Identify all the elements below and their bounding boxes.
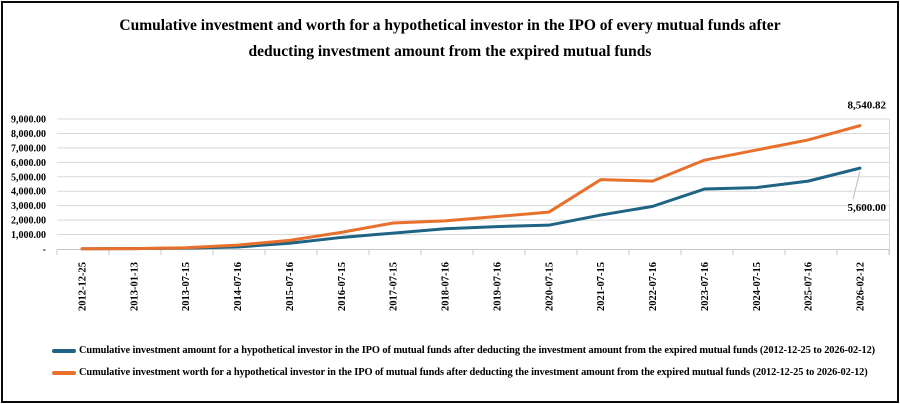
legend-item-worth: Cumulative investment worth for a hypoth…	[52, 367, 875, 378]
x-tick-label: 2023-07-16	[700, 262, 711, 311]
x-tick-label: 2018-07-16	[441, 262, 452, 311]
x-tick-label: 2021-07-15	[596, 262, 607, 311]
x-tick-label: 2022-07-16	[648, 262, 659, 311]
y-tick-label: 9,000.00	[11, 115, 46, 126]
annotation-leader-line	[852, 170, 861, 200]
legend-label-worth: Cumulative investment worth for a hypoth…	[79, 367, 868, 378]
x-tick-label: 2026-02-12	[856, 262, 867, 311]
y-tick-label: 2,000.00	[11, 216, 46, 227]
x-tick-label: 2020-07-15	[544, 262, 555, 311]
y-tick-label: 5,000.00	[11, 172, 46, 183]
chart-title-line1: Cumulative investment and worth for a hy…	[119, 17, 781, 34]
legend-label-investment: Cumulative investment amount for a hypot…	[79, 345, 876, 356]
data-label: 8,540.82	[848, 100, 887, 112]
series-line-worth	[80, 124, 862, 251]
x-tick-label: 2024-07-15	[752, 262, 763, 311]
chart-title: Cumulative investment and worth for a hy…	[0, 13, 900, 66]
chart-title-line2: deducting investment amount from the exp…	[248, 43, 652, 61]
y-tick-label: 6,000.00	[11, 158, 46, 169]
x-tick-label: 2014-07-16	[233, 262, 244, 311]
data-label: 5,600.00	[848, 202, 887, 214]
y-tick-label: 3,000.00	[11, 201, 46, 212]
x-tick-label: 2012-12-25	[78, 262, 89, 311]
y-tick-label: 1,000.00	[11, 230, 46, 241]
x-tick-label: 2017-07-15	[389, 262, 400, 311]
x-tick-label: 2013-01-13	[129, 262, 140, 311]
x-tick-label: 2025-07-16	[804, 262, 815, 311]
x-tick-label: 2016-07-15	[337, 262, 348, 311]
y-tick-label: 8,000.00	[11, 129, 46, 140]
y-tick-label: -	[43, 245, 46, 256]
legend: Cumulative investment amount for a hypot…	[52, 345, 875, 378]
legend-marker-worth	[52, 370, 76, 375]
legend-item-investment: Cumulative investment amount for a hypot…	[52, 345, 875, 356]
legend-marker-investment	[52, 348, 76, 353]
y-tick-label: 4,000.00	[11, 187, 46, 198]
x-tick-label: 2013-07-15	[181, 262, 192, 311]
y-tick-label: 7,000.00	[11, 143, 46, 154]
x-tick-label: 2015-07-16	[285, 262, 296, 311]
x-tick-label: 2019-07-16	[492, 262, 503, 311]
series-line-investment	[80, 166, 862, 251]
